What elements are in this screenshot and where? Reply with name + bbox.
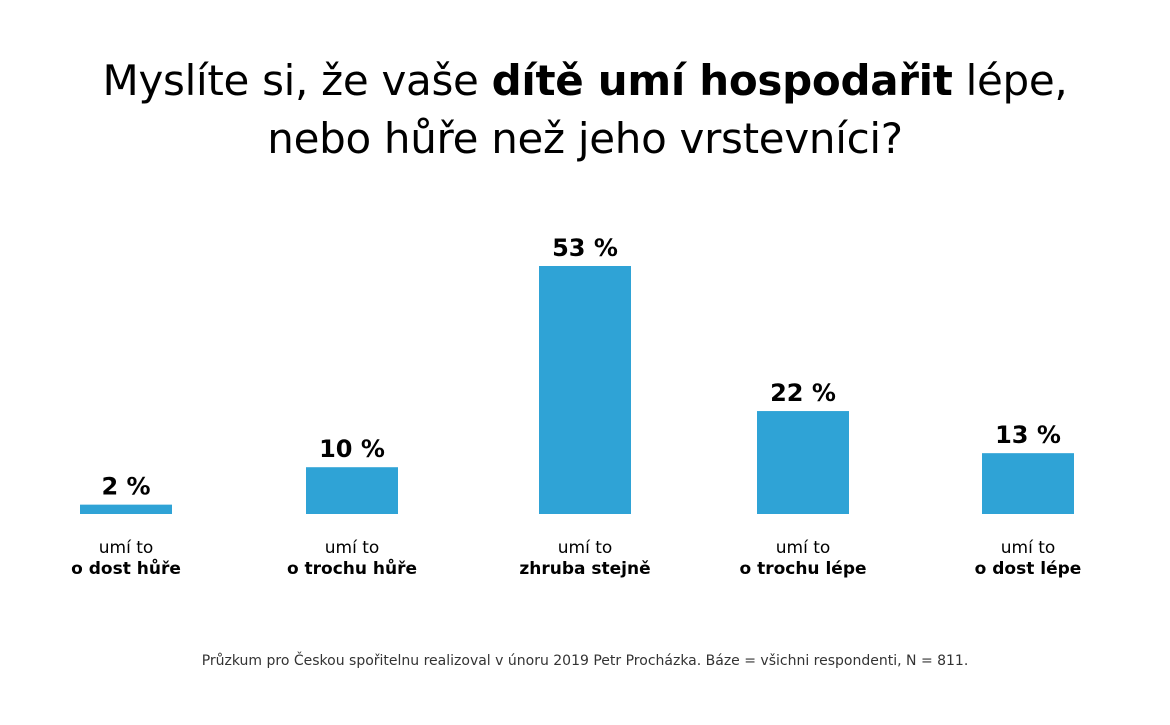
- category-label-2-line1: umí to: [558, 538, 613, 558]
- value-label-1: 10 %: [319, 435, 385, 463]
- category-label-3-line2: o trochu lépe: [739, 559, 866, 579]
- value-label-4: 13 %: [995, 421, 1061, 449]
- bars-layer: [80, 266, 1074, 514]
- category-label-0-line1: umí to: [99, 538, 154, 558]
- bar-chart: 2 %10 %53 %22 %13 % umí too dost hůřeumí…: [71, 234, 1081, 579]
- category-label-1-line2: o trochu hůře: [287, 557, 417, 579]
- footnote: Průzkum pro Českou spořitelnu realizoval…: [201, 653, 969, 669]
- bar-3: [757, 411, 849, 514]
- category-label-0-line2: o dost hůře: [71, 557, 181, 579]
- bar-1: [306, 467, 398, 514]
- value-labels-layer: 2 % 10 % 53 % 22 % 13 %: [101, 234, 1060, 501]
- bar-4: [982, 453, 1074, 514]
- title-part1: Myslíte si, že vaše: [102, 56, 492, 105]
- category-label-4-line1: umí to: [1001, 538, 1056, 558]
- bar-0: [80, 504, 172, 514]
- category-label-1-line1: umí to: [325, 538, 380, 558]
- value-label-2: 53 %: [552, 234, 618, 262]
- bar-2: [539, 266, 631, 514]
- value-label-0: 2 %: [101, 473, 150, 501]
- chart-title: Myslíte si, že vaše dítě umí hospodařit …: [0, 52, 1170, 168]
- value-label-3: 22 %: [770, 379, 836, 407]
- title-line2: nebo hůře než jeho vrstevníci?: [267, 114, 903, 163]
- title-bold: dítě umí hospodařit: [491, 56, 953, 105]
- title-part2: lépe,: [952, 56, 1068, 105]
- category-label-2-line2: zhruba stejně: [519, 559, 650, 579]
- category-label-3-line1: umí to: [776, 538, 831, 558]
- category-label-4-line2: o dost lépe: [975, 559, 1082, 579]
